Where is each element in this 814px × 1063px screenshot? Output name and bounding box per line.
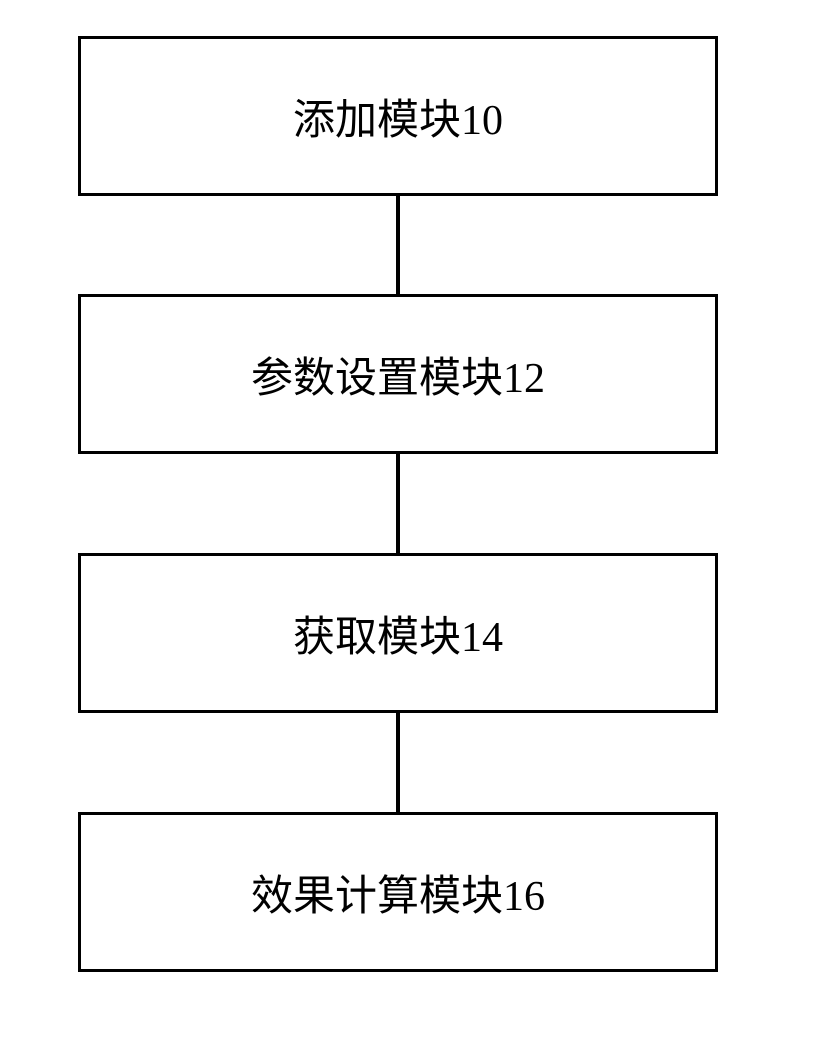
flowchart-diagram: 添加模块10 参数设置模块12 获取模块14 效果计算模块16 [0, 0, 814, 1063]
node-acquire-module: 获取模块14 [78, 553, 718, 713]
edge-0-1 [396, 196, 400, 294]
node-label: 添加模块10 [293, 86, 503, 147]
node-label: 获取模块14 [293, 603, 503, 664]
node-label: 参数设置模块12 [251, 344, 545, 405]
node-label: 效果计算模块16 [251, 862, 545, 923]
node-add-module: 添加模块10 [78, 36, 718, 196]
edge-1-2 [396, 454, 400, 553]
edge-2-3 [396, 713, 400, 812]
node-param-setting-module: 参数设置模块12 [78, 294, 718, 454]
node-effect-calc-module: 效果计算模块16 [78, 812, 718, 972]
